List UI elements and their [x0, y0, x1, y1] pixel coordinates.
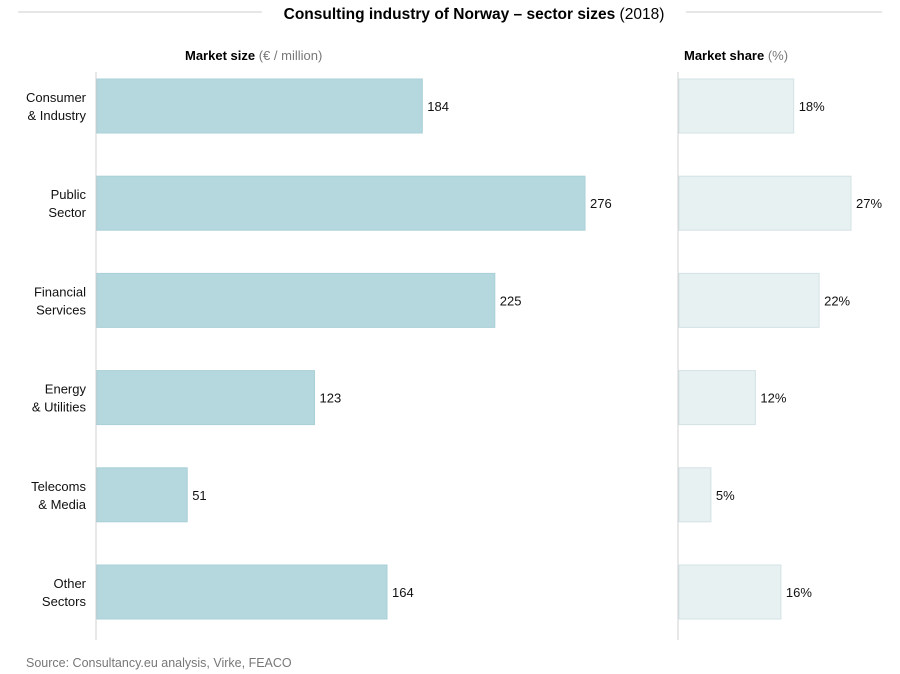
- panel-header-market-share-bold: Market share: [684, 48, 764, 63]
- chart-title: Consulting industry of Norway – sector s…: [284, 6, 665, 23]
- data-label-market-share: 18%: [799, 99, 825, 114]
- data-label-market-share: 22%: [824, 293, 850, 308]
- panel-market-share: 18% 27% 22% 12% 5% 16%: [678, 78, 882, 620]
- category-labels: Consumer & Industry Public Sector Financial S…: [26, 90, 87, 609]
- bar-market-share: [678, 370, 756, 426]
- chart-title-main: Consulting industry of Norway – sector s…: [284, 6, 616, 23]
- bar-market-size: [96, 370, 315, 426]
- bar-market-share: [678, 78, 795, 134]
- category-label-line: Public: [51, 187, 87, 202]
- category-label: Consumer & Industry: [26, 90, 87, 123]
- category-label: Public Sector: [48, 187, 86, 220]
- panel-header-market-size-unit: (€ / million): [259, 48, 323, 63]
- data-label-market-size: 123: [320, 391, 342, 406]
- category-label: Other Sectors: [42, 576, 87, 609]
- data-label-market-share: 16%: [786, 585, 812, 600]
- chart-title-year: (2018): [620, 6, 665, 23]
- data-label-market-size: 164: [392, 585, 414, 600]
- data-label-market-share: 5%: [716, 488, 735, 503]
- category-label-line: & Utilities: [32, 400, 87, 415]
- bar-market-size: [96, 272, 496, 328]
- data-label-market-size: 276: [590, 196, 612, 211]
- panel-header-market-size: Market size (€ / million): [185, 48, 322, 63]
- category-label-line: Consumer: [26, 90, 87, 105]
- category-label: Energy & Utilities: [32, 382, 87, 415]
- category-label-line: Telecoms: [31, 479, 86, 494]
- bar-market-share: [678, 564, 782, 620]
- data-label-market-size: 184: [427, 99, 449, 114]
- bar-market-size: [96, 78, 423, 134]
- category-label-line: Financial: [34, 284, 86, 299]
- category-label-line: Sector: [48, 205, 86, 220]
- bar-market-size: [96, 175, 586, 231]
- source-note: Source: Consultancy.eu analysis, Virke, …: [26, 656, 292, 670]
- panel-header-market-share-unit: (%): [768, 48, 788, 63]
- bar-market-size: [96, 564, 388, 620]
- panel-header-market-share: Market share (%): [684, 48, 788, 63]
- data-label-market-size: 225: [500, 293, 522, 308]
- category-label-line: & Media: [38, 497, 86, 512]
- data-label-market-share: 27%: [856, 196, 882, 211]
- data-label-market-share: 12%: [760, 391, 786, 406]
- category-label: Financial Services: [34, 284, 87, 317]
- bar-market-size: [96, 467, 188, 523]
- bar-market-share: [678, 175, 852, 231]
- panel-market-size: 184 276 225 123 51 164: [96, 78, 612, 620]
- category-label-line: & Industry: [27, 108, 86, 123]
- category-label-line: Other: [53, 576, 86, 591]
- category-label-line: Sectors: [42, 594, 87, 609]
- bar-market-share: [678, 272, 820, 328]
- category-label-line: Energy: [45, 382, 87, 397]
- category-label-line: Services: [36, 302, 86, 317]
- data-label-market-size: 51: [192, 488, 206, 503]
- category-label: Telecoms & Media: [31, 479, 87, 512]
- bar-market-share: [678, 467, 712, 523]
- panel-header-market-size-bold: Market size: [185, 48, 255, 63]
